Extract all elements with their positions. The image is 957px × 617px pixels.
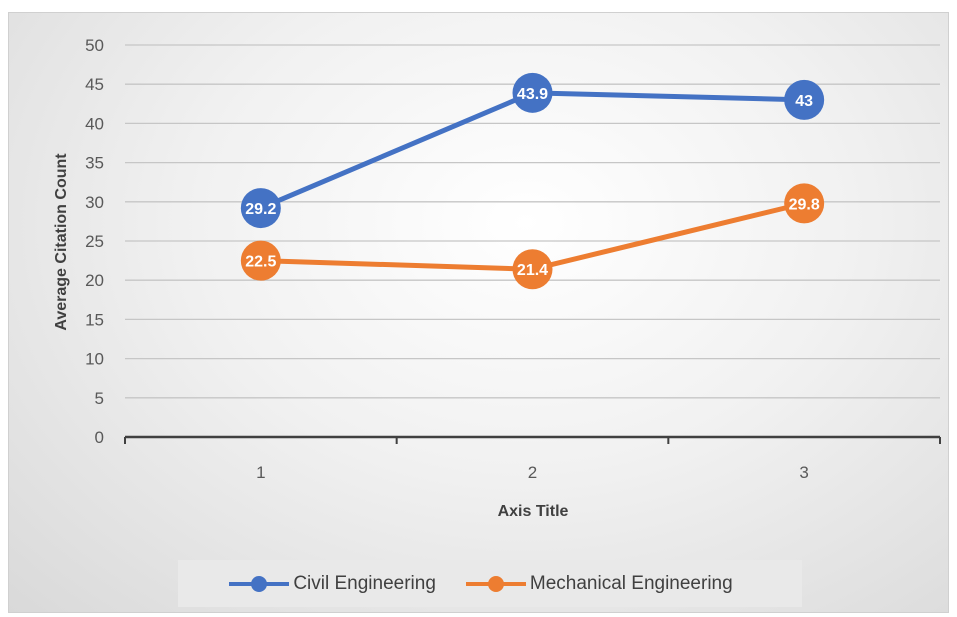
legend-item-mechanical: Mechanical Engineering — [465, 572, 733, 595]
y-tick-35: 35 — [85, 154, 104, 173]
data-point — [784, 183, 825, 224]
y-tick-0: 0 — [95, 428, 104, 447]
y-tick-15: 15 — [85, 310, 104, 329]
data-point — [784, 79, 825, 120]
data-point — [240, 188, 281, 229]
data-label: 43 — [795, 93, 813, 110]
y-tick-40: 40 — [85, 114, 104, 133]
y-tick-25: 25 — [85, 232, 104, 251]
data-point — [240, 240, 281, 281]
legend-swatch-mechanical — [465, 575, 526, 592]
legend-label-mechanical: Mechanical Engineering — [529, 572, 733, 594]
legend-label-civil: Civil Engineering — [293, 572, 436, 594]
series-0: 29.2 43.9 43 — [240, 72, 825, 229]
y-tick-20: 20 — [85, 271, 104, 290]
y-tick-45: 45 — [85, 75, 104, 94]
y-tick-labels: 0 5 10 15 20 25 30 35 40 45 50 — [85, 36, 104, 447]
legend: Civil Engineering Mechanical Engineering — [178, 560, 802, 607]
data-label: 22.5 — [245, 254, 276, 271]
y-tick-5: 5 — [95, 389, 104, 408]
data-label: 21.4 — [517, 262, 548, 279]
series-group: 29.2 43.9 43 22.5 21.4 29.8 — [240, 72, 825, 290]
data-point — [512, 249, 553, 290]
legend-swatch-civil — [229, 575, 290, 592]
x-tick-1: 1 — [256, 463, 265, 482]
data-label: 29.8 — [789, 196, 820, 213]
y-tick-30: 30 — [85, 193, 104, 212]
x-tick-2: 2 — [528, 463, 537, 482]
x-tick-3: 3 — [799, 463, 808, 482]
data-label: 43.9 — [517, 86, 548, 103]
x-axis-title: Axis Title — [498, 503, 569, 520]
y-tick-10: 10 — [85, 350, 104, 369]
x-axis: 1 2 3 — [124, 435, 941, 482]
y-axis-title: Average Citation Count — [53, 153, 70, 331]
data-label: 29.2 — [245, 201, 276, 218]
legend-item-civil: Civil Engineering — [229, 573, 436, 595]
y-tick-50: 50 — [85, 36, 104, 55]
series-1: 22.5 21.4 29.8 — [240, 183, 825, 290]
data-point — [512, 72, 553, 113]
